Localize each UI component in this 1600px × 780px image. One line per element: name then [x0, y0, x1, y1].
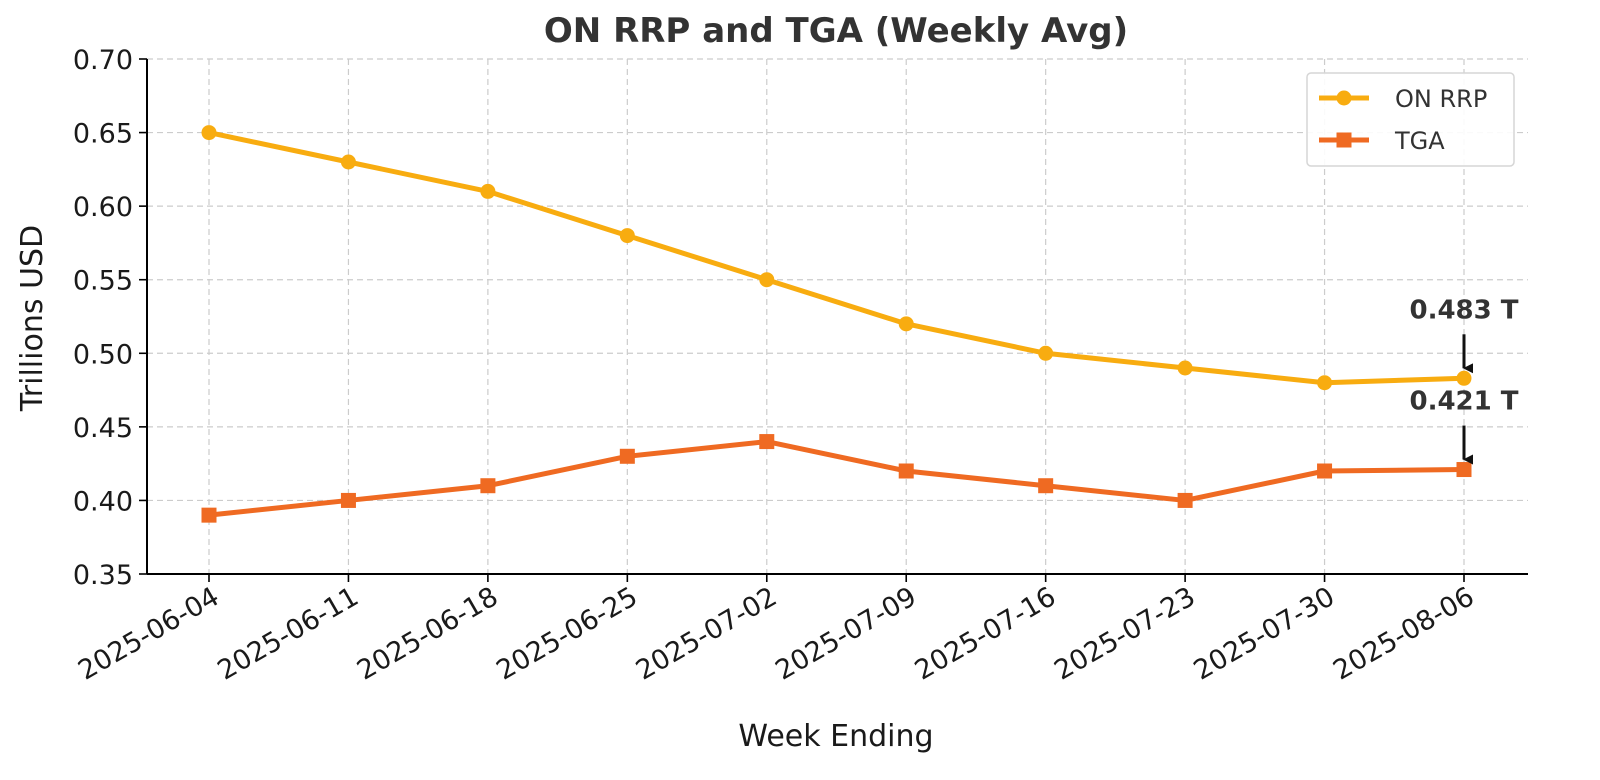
data-point [619, 228, 635, 244]
x-tick-label: 2025-06-11 [213, 581, 364, 686]
x-tick-label: 2025-07-02 [631, 581, 782, 686]
x-tick-label: 2025-07-30 [1189, 581, 1340, 686]
series-line [206, 130, 1467, 386]
data-point [340, 154, 356, 170]
y-axis-label: Trillions USD [15, 225, 50, 412]
annotations: 0.483 T 0.421 T [1409, 295, 1519, 465]
data-point [1317, 463, 1333, 479]
data-point [480, 478, 496, 494]
legend-item-tga: TGA [1319, 127, 1445, 155]
x-tick-label: 2025-06-18 [352, 581, 503, 686]
legend-label: ON RRP [1395, 85, 1487, 113]
annotation-label: 0.483 T [1409, 295, 1518, 325]
series-line [206, 439, 1467, 518]
x-tick-label: 2025-07-09 [770, 581, 921, 686]
y-tick-label: 0.35 [73, 560, 133, 591]
chart-title: ON RRP and TGA (Weekly Avg) [544, 11, 1128, 51]
y-tick-label: 0.40 [73, 486, 133, 517]
data-point [1456, 462, 1472, 478]
legend-label: TGA [1394, 127, 1445, 155]
legend-item-on-rrp: ON RRP [1319, 85, 1487, 113]
data-point [480, 183, 496, 199]
data-point [340, 492, 356, 508]
data-point [201, 125, 217, 141]
x-tick-label: 2025-06-04 [73, 581, 224, 686]
data-point [1456, 370, 1472, 386]
data-point [898, 463, 914, 479]
data-point [1317, 375, 1333, 391]
legend: ON RRP TGA [1306, 72, 1515, 167]
y-axis-ticks: 0.35 0.40 0.45 0.50 0.55 0.60 0.65 0.70 [73, 45, 147, 591]
data-point [1177, 492, 1193, 508]
y-tick-label: 0.45 [73, 413, 133, 444]
series-tga [201, 434, 1472, 523]
x-axis-ticks: 2025-06-042025-06-112025-06-182025-06-25… [73, 574, 1480, 687]
x-tick-label: 2025-07-23 [1049, 581, 1200, 686]
y-tick-label: 0.55 [73, 266, 133, 297]
data-point [201, 507, 217, 523]
x-tick-label: 2025-08-06 [1328, 581, 1479, 686]
data-point [1177, 360, 1193, 376]
series-lines [201, 125, 1472, 523]
y-tick-label: 0.60 [73, 192, 133, 223]
data-point [759, 434, 775, 450]
y-tick-label: 0.65 [73, 119, 133, 150]
x-tick-label: 2025-07-16 [910, 581, 1061, 686]
data-point [1038, 345, 1054, 361]
data-point [1038, 478, 1054, 494]
y-tick-label: 0.50 [73, 339, 133, 370]
y-tick-label: 0.70 [73, 45, 133, 76]
annotation-label: 0.421 T [1409, 387, 1518, 417]
series-on-rrp [201, 125, 1472, 391]
data-point [619, 448, 635, 464]
x-tick-label: 2025-06-25 [491, 581, 642, 686]
x-axis-label: Week Ending [738, 719, 933, 754]
legend-marker [1336, 132, 1352, 148]
data-point [898, 316, 914, 332]
data-point [759, 272, 775, 288]
axes [146, 59, 1528, 575]
legend-marker [1336, 90, 1352, 106]
